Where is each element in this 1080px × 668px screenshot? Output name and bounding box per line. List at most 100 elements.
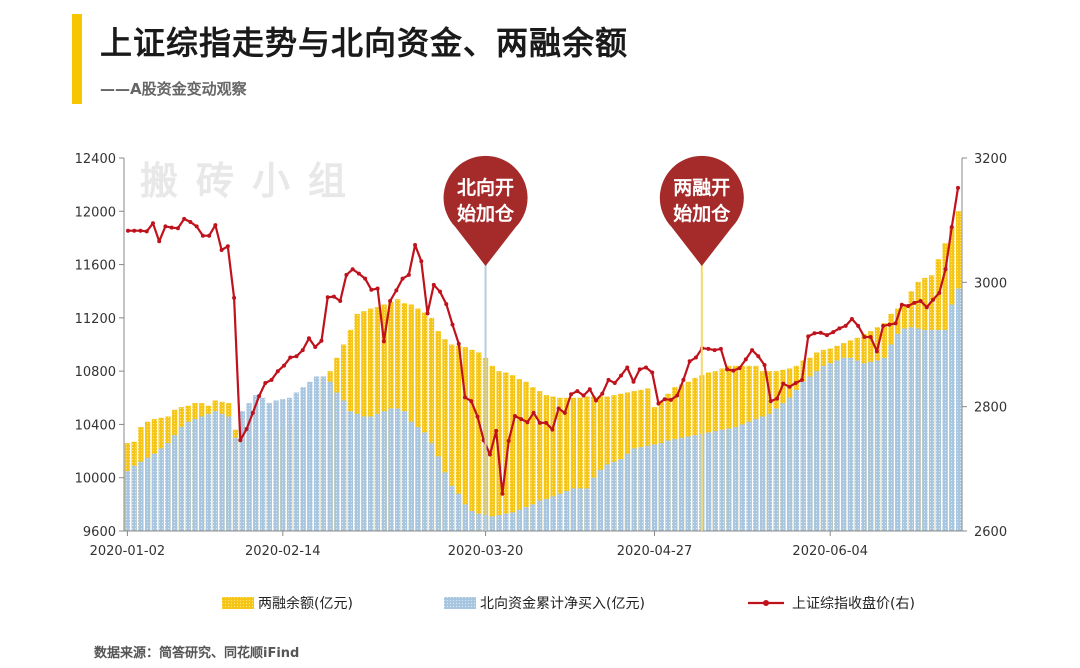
index-point bbox=[356, 271, 361, 276]
index-point bbox=[425, 311, 430, 316]
annotation-text-line2: 始加仓 bbox=[673, 202, 731, 225]
northbound-bar bbox=[530, 504, 536, 531]
index-point bbox=[294, 354, 299, 359]
index-point bbox=[150, 221, 155, 226]
index-line bbox=[128, 187, 960, 495]
index-point bbox=[400, 276, 405, 281]
index-point bbox=[799, 377, 804, 382]
data-source: 数据来源：简答研究、同花顺iFind bbox=[94, 646, 300, 661]
northbound-bar bbox=[753, 419, 759, 531]
index-point bbox=[300, 348, 305, 353]
northbound-bar bbox=[131, 465, 137, 531]
left-tick-label: 12400 bbox=[75, 152, 116, 167]
index-point bbox=[793, 381, 798, 386]
legend-label-northbound: 北向资金累计净买入(亿元) bbox=[480, 596, 645, 612]
index-point bbox=[606, 377, 611, 382]
northbound-bar bbox=[955, 288, 962, 531]
index-point bbox=[531, 410, 536, 415]
northbound-bar bbox=[388, 408, 394, 531]
northbound-bar bbox=[435, 456, 441, 531]
left-tick-label: 10400 bbox=[75, 418, 116, 433]
index-point bbox=[500, 491, 505, 496]
northbound-bar bbox=[503, 513, 509, 531]
northbound-bar bbox=[138, 461, 144, 531]
index-point bbox=[544, 420, 549, 425]
index-point bbox=[175, 226, 180, 231]
northbound-bar bbox=[286, 397, 293, 531]
legend: 两融余额(亿元) 北向资金累计净买入(亿元) 上证综指收盘价(右) bbox=[222, 595, 915, 612]
index-point bbox=[157, 239, 162, 244]
northbound-bar bbox=[516, 509, 522, 531]
northbound-bar bbox=[638, 447, 644, 531]
index-point bbox=[612, 381, 617, 386]
right-tick-label: 2800 bbox=[974, 401, 1007, 416]
index-point bbox=[388, 298, 393, 303]
left-tick-label: 11200 bbox=[75, 312, 116, 327]
index-point bbox=[288, 355, 293, 360]
index-point bbox=[650, 370, 655, 375]
northbound-bar bbox=[158, 448, 164, 531]
margin-balance-bar bbox=[536, 391, 543, 531]
northbound-bar bbox=[928, 329, 935, 531]
northbound-bar bbox=[273, 400, 279, 531]
northbound-bar bbox=[618, 459, 624, 531]
northbound-bar bbox=[760, 416, 766, 531]
index-point bbox=[225, 244, 230, 249]
index-point bbox=[756, 354, 761, 359]
index-point bbox=[182, 216, 187, 221]
northbound-bar bbox=[915, 328, 921, 531]
northbound-bar bbox=[523, 507, 529, 531]
legend-label-index: 上证综指收盘价(右) bbox=[792, 595, 915, 612]
northbound-bar bbox=[557, 493, 563, 531]
index-point bbox=[506, 438, 511, 443]
index-point bbox=[687, 359, 692, 364]
left-tick-label: 10800 bbox=[75, 365, 116, 380]
northbound-bar bbox=[401, 411, 408, 531]
index-point bbox=[381, 339, 386, 344]
northbound-bar bbox=[847, 357, 854, 531]
bars-layer bbox=[124, 211, 962, 532]
index-point bbox=[469, 399, 474, 404]
northbound-bar bbox=[854, 360, 860, 531]
index-point bbox=[444, 302, 449, 307]
northbound-bar bbox=[509, 512, 516, 531]
index-point bbox=[831, 330, 836, 335]
index-point bbox=[269, 377, 274, 382]
northbound-bar bbox=[145, 457, 151, 531]
northbound-bar bbox=[320, 376, 326, 531]
northbound-bar bbox=[313, 376, 320, 531]
index-point bbox=[849, 317, 854, 322]
annotation-text-line1: 两融开 bbox=[673, 177, 730, 199]
northbound-bar bbox=[395, 408, 401, 531]
index-point bbox=[200, 233, 205, 238]
index-point bbox=[581, 393, 586, 398]
northbound-bar bbox=[165, 443, 171, 531]
index-point bbox=[338, 298, 343, 303]
northbound-bar bbox=[901, 328, 908, 531]
index-point bbox=[949, 225, 954, 230]
northbound-bar bbox=[908, 327, 914, 531]
margin-balance-bar bbox=[442, 339, 448, 531]
index-point bbox=[406, 272, 411, 277]
northbound-bar bbox=[374, 413, 381, 531]
northbound-bar bbox=[692, 435, 698, 531]
northbound-bar bbox=[415, 427, 421, 531]
index-point bbox=[806, 334, 811, 339]
index-point bbox=[731, 368, 736, 373]
index-point bbox=[232, 295, 237, 300]
index-point bbox=[918, 298, 923, 303]
northbound-bar bbox=[185, 421, 191, 531]
northbound-bar bbox=[496, 515, 502, 531]
northbound-bar bbox=[408, 421, 414, 531]
northbound-bar bbox=[645, 445, 651, 531]
annotation-pin bbox=[659, 155, 744, 266]
northbound-bar bbox=[868, 361, 874, 531]
index-point bbox=[912, 300, 917, 305]
index-point bbox=[275, 369, 280, 374]
northbound-bar bbox=[685, 436, 691, 531]
index-point bbox=[600, 391, 605, 396]
index-point bbox=[706, 346, 711, 351]
index-point bbox=[369, 287, 374, 292]
index-point bbox=[750, 348, 755, 353]
